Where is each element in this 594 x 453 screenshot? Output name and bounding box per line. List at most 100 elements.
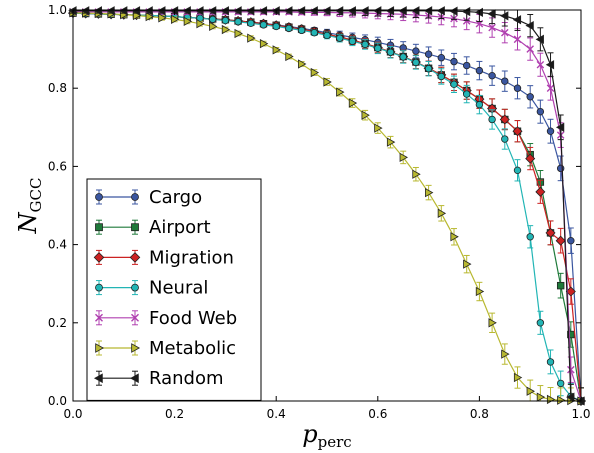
data-point bbox=[80, 6, 90, 16]
data-point bbox=[463, 259, 472, 269]
legend-label: Cargo bbox=[149, 187, 202, 208]
data-point bbox=[536, 319, 545, 327]
data-point bbox=[361, 40, 369, 49]
y-tick-label: 0.6 bbox=[48, 159, 67, 173]
data-point bbox=[437, 72, 445, 81]
data-point bbox=[207, 6, 217, 16]
data-point bbox=[285, 24, 293, 33]
legend-marker bbox=[95, 193, 103, 201]
x-axis-title-main: p bbox=[302, 420, 317, 448]
axes-frame bbox=[72, 9, 582, 402]
data-point bbox=[501, 135, 509, 143]
data-point bbox=[145, 12, 154, 22]
data-point bbox=[556, 379, 565, 388]
data-point bbox=[272, 45, 281, 55]
data-point bbox=[526, 386, 535, 396]
data-point bbox=[437, 208, 447, 218]
legend-label: Metabolic bbox=[149, 338, 236, 359]
data-point bbox=[412, 47, 420, 55]
data-point bbox=[513, 372, 523, 383]
data-point bbox=[546, 127, 555, 135]
legend-marker bbox=[131, 193, 139, 201]
legend-label: Neural bbox=[149, 278, 208, 299]
data-point bbox=[488, 71, 496, 80]
data-point bbox=[221, 24, 231, 35]
data-point bbox=[487, 9, 496, 19]
legend-marker bbox=[93, 373, 103, 384]
x-tick-label: 0.0 bbox=[63, 407, 82, 421]
data-point bbox=[182, 6, 191, 16]
y-tick-label: 0.2 bbox=[48, 316, 67, 330]
legend-item: Food Web bbox=[95, 308, 237, 329]
legend-label: Food Web bbox=[149, 308, 237, 329]
legend-marker bbox=[95, 223, 103, 232]
data-point bbox=[488, 318, 497, 328]
data-point bbox=[536, 392, 546, 402]
data-point bbox=[144, 6, 153, 16]
legend-marker bbox=[131, 223, 139, 232]
legend-marker bbox=[131, 313, 139, 322]
data-point bbox=[450, 57, 458, 66]
data-point bbox=[131, 6, 141, 16]
data-point bbox=[424, 50, 433, 58]
y-axis-title-main: N bbox=[14, 211, 42, 234]
data-point bbox=[93, 6, 102, 16]
data-point bbox=[221, 16, 230, 25]
data-point bbox=[171, 14, 180, 25]
data-point bbox=[374, 123, 383, 133]
data-point bbox=[525, 21, 534, 31]
data-point bbox=[424, 64, 433, 73]
legend-box bbox=[86, 178, 262, 401]
data-point bbox=[475, 100, 484, 109]
data-point bbox=[488, 23, 496, 32]
data-point bbox=[526, 93, 534, 101]
data-point bbox=[310, 28, 318, 37]
data-point bbox=[556, 281, 565, 290]
legend-marker bbox=[95, 283, 103, 292]
data-point bbox=[258, 6, 268, 16]
legend-marker bbox=[95, 313, 103, 322]
data-point bbox=[546, 358, 555, 366]
data-point bbox=[499, 114, 510, 125]
data-point bbox=[310, 67, 320, 78]
data-point bbox=[259, 21, 268, 29]
data-point bbox=[462, 17, 471, 25]
data-point bbox=[323, 77, 332, 87]
data-point bbox=[513, 35, 522, 44]
data-point bbox=[423, 6, 433, 16]
data-point bbox=[463, 61, 471, 70]
data-point bbox=[285, 51, 294, 62]
data-point bbox=[259, 38, 269, 49]
data-point bbox=[545, 227, 556, 238]
data-point bbox=[555, 122, 565, 132]
data-point bbox=[535, 34, 544, 44]
data-point bbox=[209, 21, 218, 32]
data-point bbox=[297, 26, 306, 35]
legend-marker bbox=[93, 252, 105, 263]
data-point bbox=[567, 330, 575, 339]
data-point bbox=[513, 84, 522, 92]
data-point bbox=[450, 232, 459, 242]
data-point bbox=[501, 349, 510, 359]
data-point bbox=[555, 235, 566, 246]
data-point bbox=[374, 44, 382, 53]
legend-label: Random bbox=[149, 368, 224, 389]
data-point bbox=[322, 6, 331, 16]
data-point bbox=[501, 77, 509, 85]
y-tick-label: 0.8 bbox=[48, 81, 67, 95]
legend-label: Migration bbox=[149, 247, 234, 268]
data-point bbox=[536, 107, 545, 116]
data-point bbox=[525, 153, 536, 164]
data-point bbox=[526, 233, 534, 241]
data-point bbox=[323, 31, 331, 40]
y-tick-label: 1.0 bbox=[48, 3, 67, 17]
x-tick-label: 0.6 bbox=[368, 407, 387, 421]
data-point bbox=[336, 34, 344, 42]
data-point bbox=[475, 286, 485, 297]
data-point bbox=[360, 6, 369, 16]
data-point bbox=[567, 236, 575, 245]
data-point bbox=[512, 126, 523, 137]
data-point bbox=[195, 6, 204, 16]
data-point bbox=[272, 22, 280, 31]
legend-label: Airport bbox=[149, 217, 211, 238]
